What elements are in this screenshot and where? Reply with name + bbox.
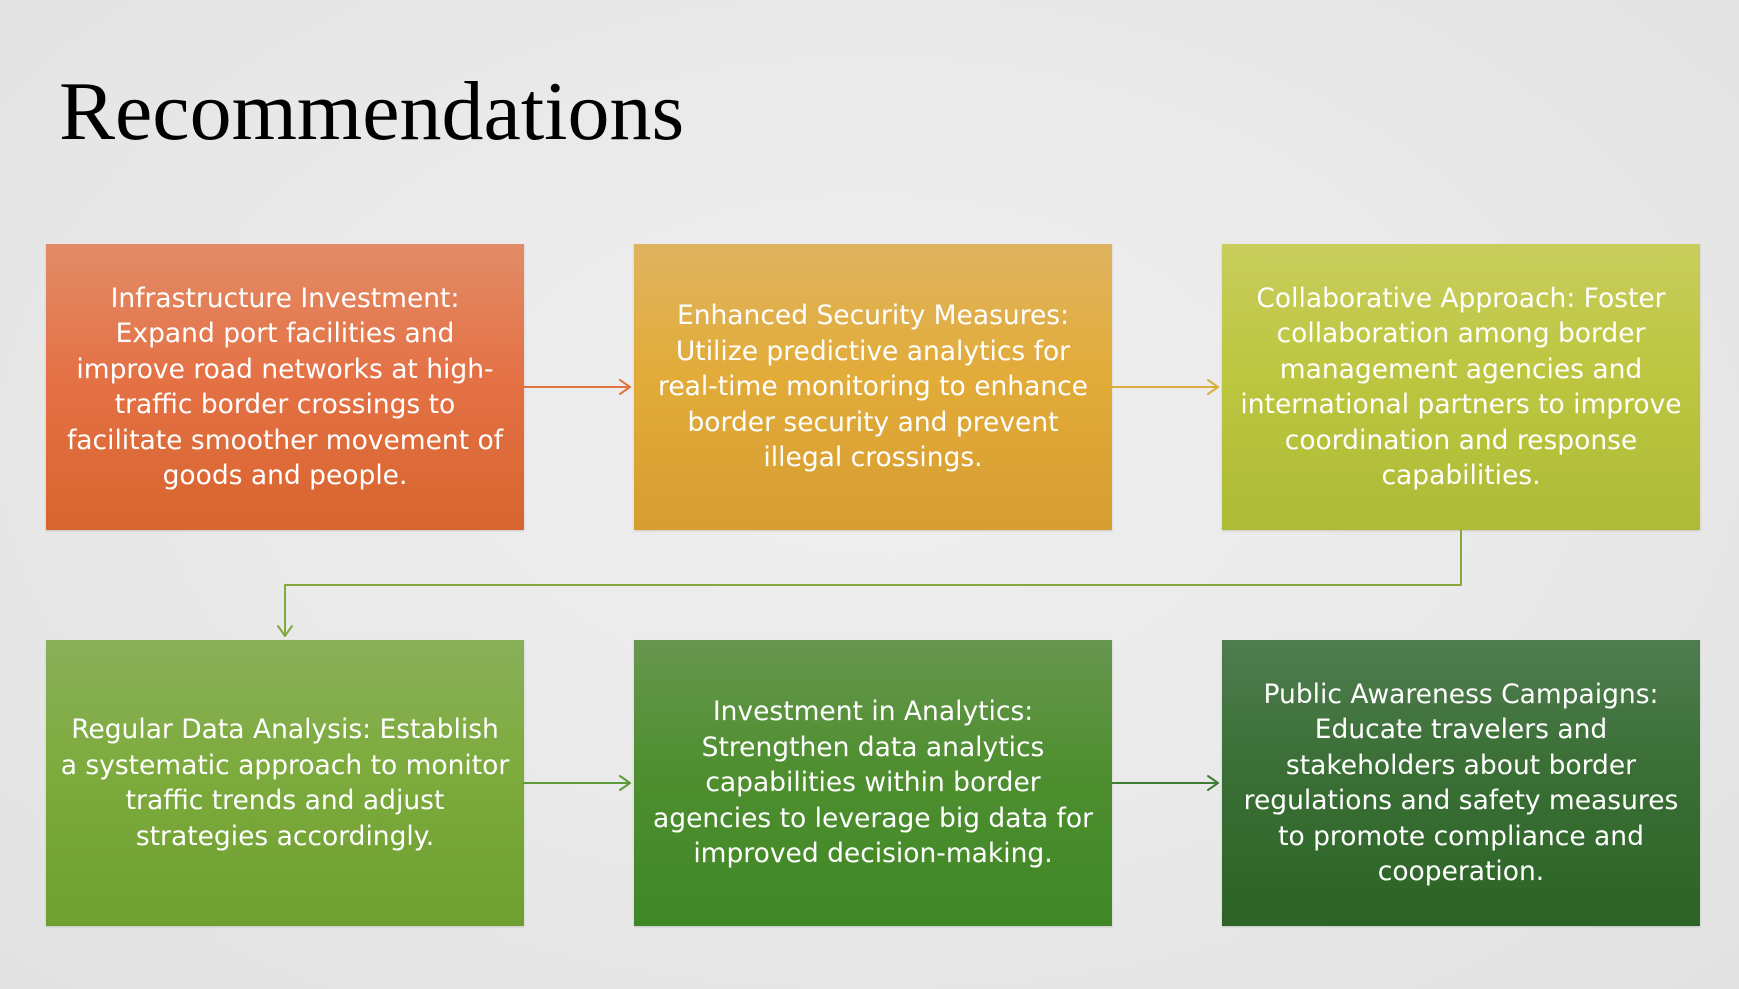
step-regular-data-analysis: Regular Data Analysis: Establish a syste…	[46, 640, 524, 926]
arrow-step1-to-step2	[523, 379, 631, 395]
step-infrastructure-investment: Infrastructure Investment: Expand port f…	[46, 244, 524, 530]
arrow-step3-to-step4	[277, 529, 1462, 637]
arrow-step5-to-step6	[1111, 775, 1219, 791]
step-investment-in-analytics: Investment in Analytics: Strengthen data…	[634, 640, 1112, 926]
step-collaborative-approach: Collaborative Approach: Foster collabora…	[1222, 244, 1700, 530]
arrow-step4-to-step5	[523, 775, 631, 791]
slide-title: Recommendations	[59, 65, 685, 158]
step-enhanced-security-measures: Enhanced Security Measures: Utilize pred…	[634, 244, 1112, 530]
arrow-step2-to-step3	[1111, 379, 1219, 395]
step-public-awareness-campaigns: Public Awareness Campaigns: Educate trav…	[1222, 640, 1700, 926]
